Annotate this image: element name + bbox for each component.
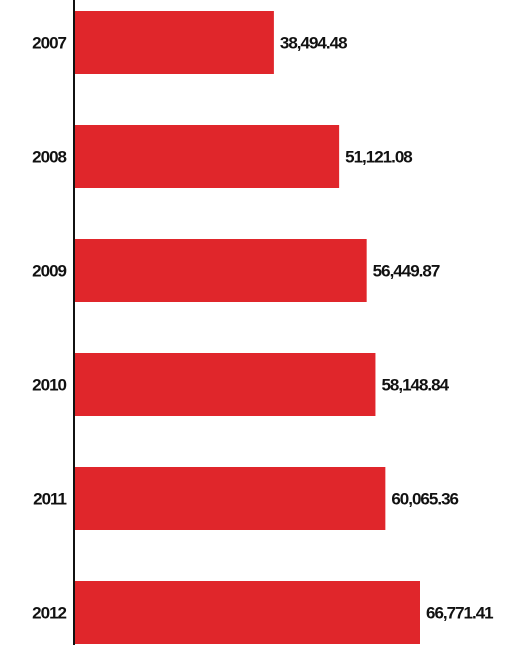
bars-group xyxy=(75,11,420,644)
bar-2010 xyxy=(75,353,376,416)
value-label-2010: 58,148.84 xyxy=(381,376,449,395)
bar-2009 xyxy=(75,239,367,302)
y-tick-label-2008: 2008 xyxy=(32,148,66,167)
value-label-2012: 66,771.41 xyxy=(426,604,493,623)
value-label-2007: 38,494.48 xyxy=(280,34,347,53)
y-tick-label-2012: 2012 xyxy=(32,604,66,623)
y-tick-label-2007: 2007 xyxy=(32,34,66,53)
y-tick-labels-group: 2007 2008 2009 2010 2011 2012 xyxy=(32,34,67,623)
y-tick-label-2009: 2009 xyxy=(32,262,66,281)
y-tick-label-2011: 2011 xyxy=(33,490,66,509)
value-label-2009: 56,449.87 xyxy=(373,262,440,281)
value-label-2008: 51,121.08 xyxy=(345,148,412,167)
bar-2011 xyxy=(75,467,386,530)
value-label-2011: 60,065.36 xyxy=(391,490,458,509)
bar-2007 xyxy=(75,11,274,74)
bar-2012 xyxy=(75,581,420,644)
bar-2008 xyxy=(75,125,340,188)
value-labels-group: 38,494.48 51,121.08 56,449.87 58,148.84 60,0… xyxy=(280,34,494,623)
y-tick-label-2010: 2010 xyxy=(32,376,66,395)
